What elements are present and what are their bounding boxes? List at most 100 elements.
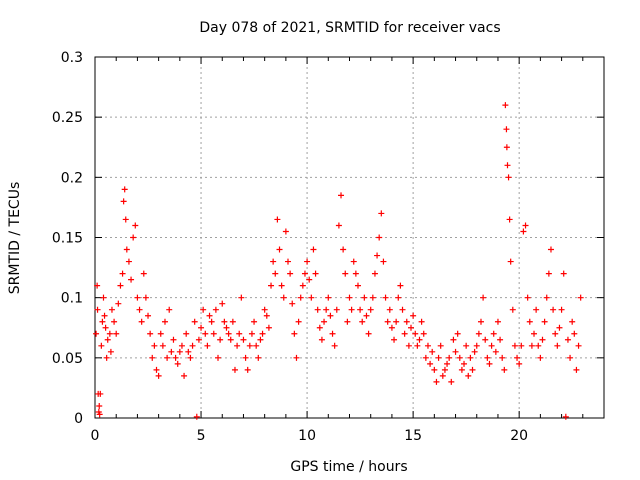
data-point (170, 336, 177, 343)
data-point (164, 354, 171, 361)
data-point (274, 216, 281, 223)
data-point (166, 306, 173, 313)
data-point (99, 318, 106, 325)
data-point (378, 210, 385, 217)
data-point (263, 312, 270, 319)
data-point (439, 372, 446, 379)
chart-title: Day 078 of 2021, SRMTID for receiver vac… (199, 20, 500, 36)
data-point (461, 360, 468, 367)
data-point (97, 390, 104, 397)
data-point (382, 294, 389, 301)
data-point (272, 270, 279, 277)
data-point (503, 126, 510, 133)
data-point (444, 360, 451, 367)
data-point (301, 270, 308, 277)
data-point (93, 330, 100, 337)
data-point (469, 366, 476, 373)
data-point (338, 192, 345, 199)
data-point (227, 336, 234, 343)
data-point (198, 324, 205, 331)
data-point (490, 330, 497, 337)
data-point (456, 354, 463, 361)
data-point (352, 270, 359, 277)
data-point (516, 360, 523, 367)
data-point (132, 222, 139, 229)
data-point (295, 318, 302, 325)
data-point (507, 258, 514, 265)
data-point (100, 294, 107, 301)
data-point (344, 318, 351, 325)
data-point (458, 366, 465, 373)
data-point (111, 318, 118, 325)
data-point (176, 348, 183, 355)
data-point (361, 294, 368, 301)
data-point (520, 228, 527, 235)
data-point (569, 318, 576, 325)
data-point (535, 342, 542, 349)
data-point (268, 282, 275, 289)
data-point (270, 258, 277, 265)
data-point (104, 336, 111, 343)
data-point (577, 294, 584, 301)
grid (95, 57, 604, 418)
data-point (94, 282, 101, 289)
data-point (412, 330, 419, 337)
data-point (157, 330, 164, 337)
data-point (437, 342, 444, 349)
data-point (376, 234, 383, 241)
data-point (321, 318, 328, 325)
data-point (350, 258, 357, 265)
data-point (149, 354, 156, 361)
data-point (115, 300, 122, 307)
data-point (242, 354, 249, 361)
data-point (221, 318, 228, 325)
data-point (212, 306, 219, 313)
data-point (185, 348, 192, 355)
data-point (223, 324, 230, 331)
data-point (189, 342, 196, 349)
data-point (174, 360, 181, 367)
data-point (556, 324, 563, 331)
y-tick-label: 0.05 (52, 351, 83, 367)
data-point (159, 342, 166, 349)
data-point (181, 372, 188, 379)
data-point (107, 348, 114, 355)
data-point (560, 270, 567, 277)
data-point (418, 318, 425, 325)
data-point (142, 294, 149, 301)
data-point (113, 330, 120, 337)
data-point (446, 354, 453, 361)
data-point (348, 306, 355, 313)
data-point (121, 186, 128, 193)
data-point (435, 354, 442, 361)
data-point (312, 270, 319, 277)
data-point (504, 162, 511, 169)
data-point (102, 324, 109, 331)
data-point (567, 354, 574, 361)
data-point (297, 294, 304, 301)
data-point (399, 306, 406, 313)
data-point (191, 318, 198, 325)
data-point (499, 354, 506, 361)
data-point (363, 312, 370, 319)
data-point (130, 234, 137, 241)
data-point (306, 276, 313, 283)
data-point (244, 366, 251, 373)
data-point (229, 318, 236, 325)
data-point (318, 336, 325, 343)
y-tick-label: 0.2 (61, 170, 83, 186)
data-point (276, 246, 283, 253)
data-point (526, 318, 533, 325)
data-point (357, 306, 364, 313)
data-point (259, 330, 266, 337)
data-point (509, 306, 516, 313)
data-point (225, 330, 232, 337)
data-point (103, 354, 110, 361)
data-point (193, 413, 200, 420)
data-point (541, 318, 548, 325)
data-point (168, 348, 175, 355)
data-point (217, 336, 224, 343)
data-point (518, 342, 525, 349)
data-point (155, 372, 162, 379)
